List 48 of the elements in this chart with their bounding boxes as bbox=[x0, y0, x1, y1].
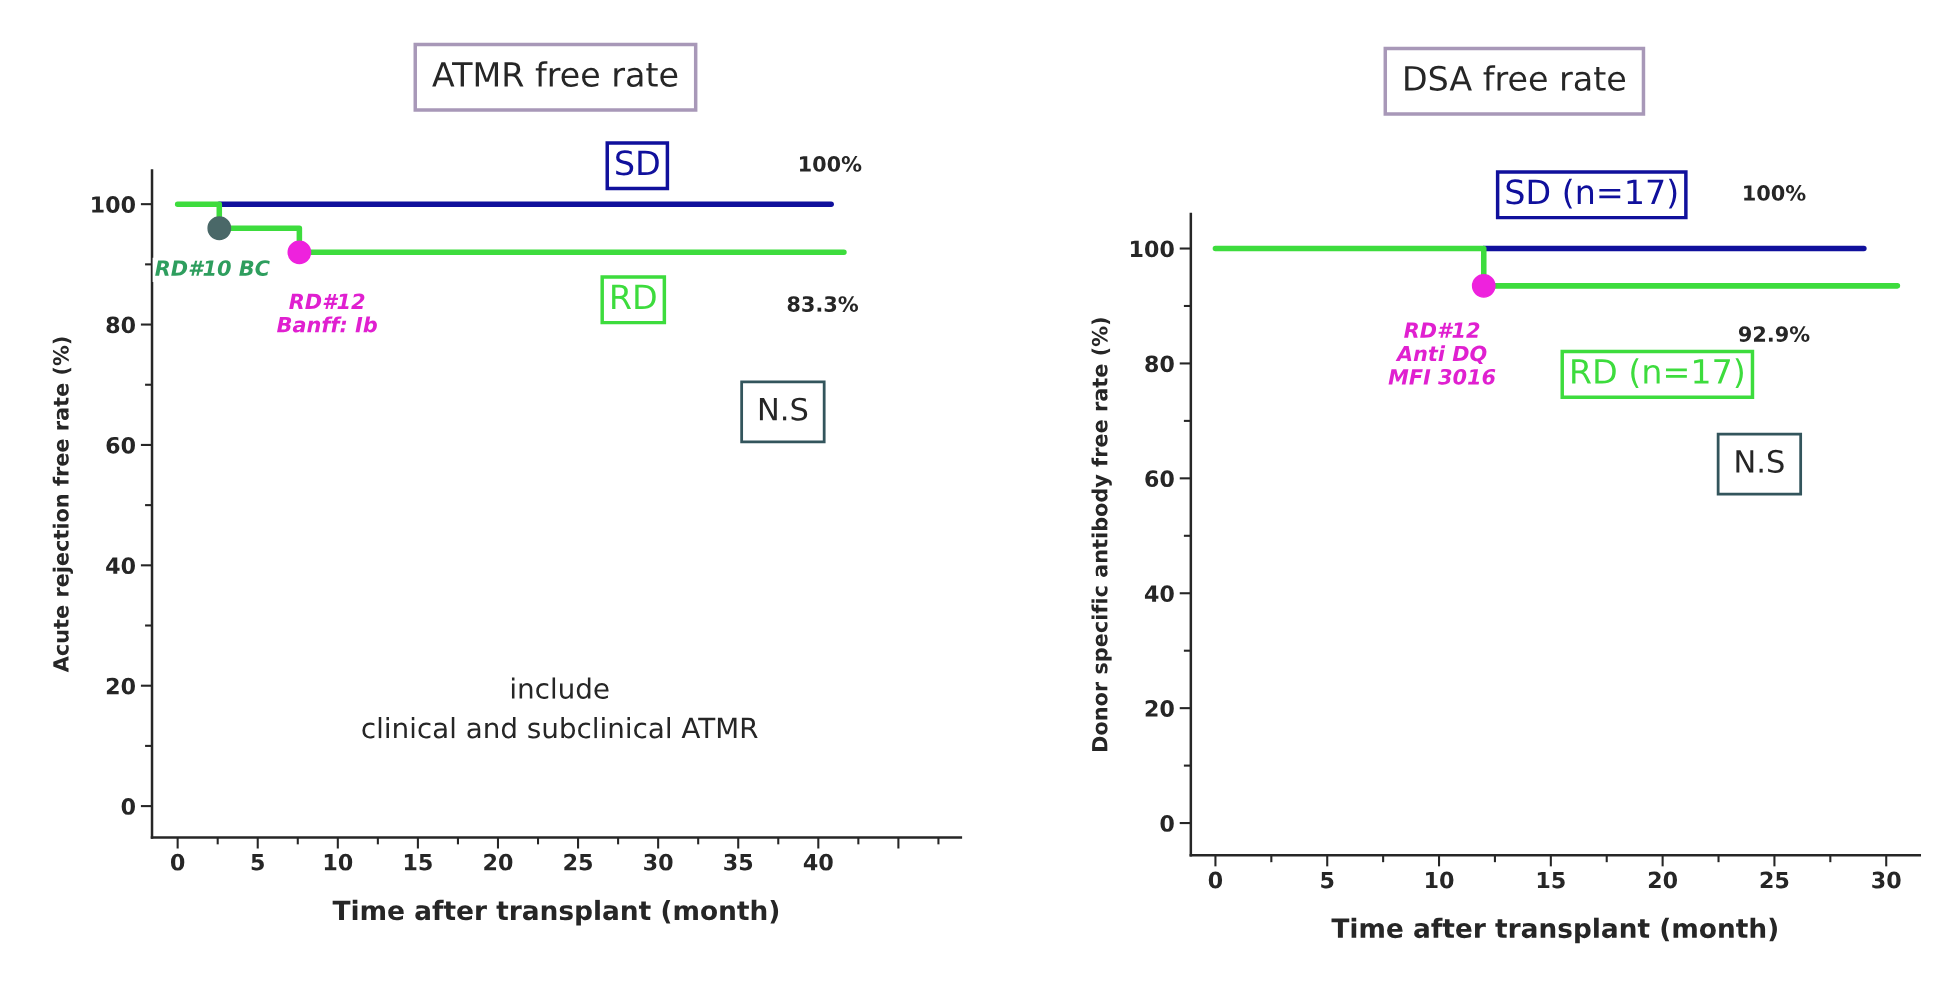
annotation: N.S bbox=[759, 397, 808, 421]
y-tick-label: 100 bbox=[1130, 240, 1174, 258]
y-tick-label: 100 bbox=[92, 196, 135, 213]
annotation: 83.3% bbox=[787, 296, 859, 312]
chart-title: DSA free rate bbox=[1405, 65, 1626, 91]
annotation: RD#12 Anti DQ MFI 3016 bbox=[1388, 322, 1496, 385]
y-axis-title: Donor specific antibody free rate (%) bbox=[1091, 318, 1112, 751]
y-tick-label: 60 bbox=[1145, 470, 1174, 488]
y-tick-label: 20 bbox=[1145, 700, 1174, 717]
x-tick-label: 30 bbox=[644, 853, 673, 871]
x-tick-label: 35 bbox=[724, 853, 753, 871]
x-tick-label: 20 bbox=[484, 853, 513, 871]
y-tick-label: 40 bbox=[106, 557, 135, 575]
annotation: RD#10 BC bbox=[155, 260, 270, 276]
x-axis-title: Time after transplant (month) bbox=[332, 899, 779, 926]
series-label: SD (n=17) bbox=[1506, 178, 1677, 209]
x-tick-label: 25 bbox=[564, 853, 592, 871]
x-tick-label: 5 bbox=[251, 854, 264, 871]
annotation: 100% bbox=[799, 156, 862, 172]
annotation: N.S bbox=[1736, 449, 1784, 473]
y-tick-label: 20 bbox=[106, 677, 135, 695]
x-tick-label: 15 bbox=[1537, 871, 1565, 889]
y-tick-label: 40 bbox=[1144, 585, 1174, 603]
y-tick-label: 80 bbox=[106, 316, 135, 334]
x-tick-label: 0 bbox=[170, 853, 185, 871]
x-tick-label: 10 bbox=[324, 853, 353, 871]
x-tick-label: 15 bbox=[404, 854, 432, 871]
series-label: SD bbox=[616, 150, 659, 176]
chart-title: ATMR free rate bbox=[432, 61, 678, 87]
x-tick-label: 30 bbox=[1872, 871, 1901, 889]
x-tick-label: 40 bbox=[803, 853, 833, 871]
series-label: RD bbox=[612, 284, 656, 310]
annotation: RD#12 Banff: Ib bbox=[277, 293, 377, 333]
annotation: include clinical and subclinical ATMR bbox=[362, 677, 758, 739]
x-tick-label: 0 bbox=[1208, 871, 1223, 889]
y-axis-title: Acute rejection free rate (%) bbox=[52, 337, 73, 673]
x-tick-label: 5 bbox=[1321, 871, 1334, 889]
y-tick-label: 0 bbox=[1160, 815, 1174, 832]
text: RD (n=17) bbox=[1572, 358, 1743, 388]
x-tick-label: 10 bbox=[1426, 871, 1454, 889]
x-tick-label: 20 bbox=[1648, 871, 1678, 889]
x-tick-label: 25 bbox=[1760, 871, 1789, 889]
annotation: 92.9% bbox=[1738, 326, 1810, 342]
x-axis-title: Time after transplant (month) bbox=[1331, 917, 1777, 944]
y-tick-label: 80 bbox=[1145, 355, 1174, 373]
y-tick-label: 60 bbox=[106, 436, 135, 454]
text: 100% bbox=[1744, 185, 1806, 201]
y-tick-label: 0 bbox=[121, 798, 135, 815]
